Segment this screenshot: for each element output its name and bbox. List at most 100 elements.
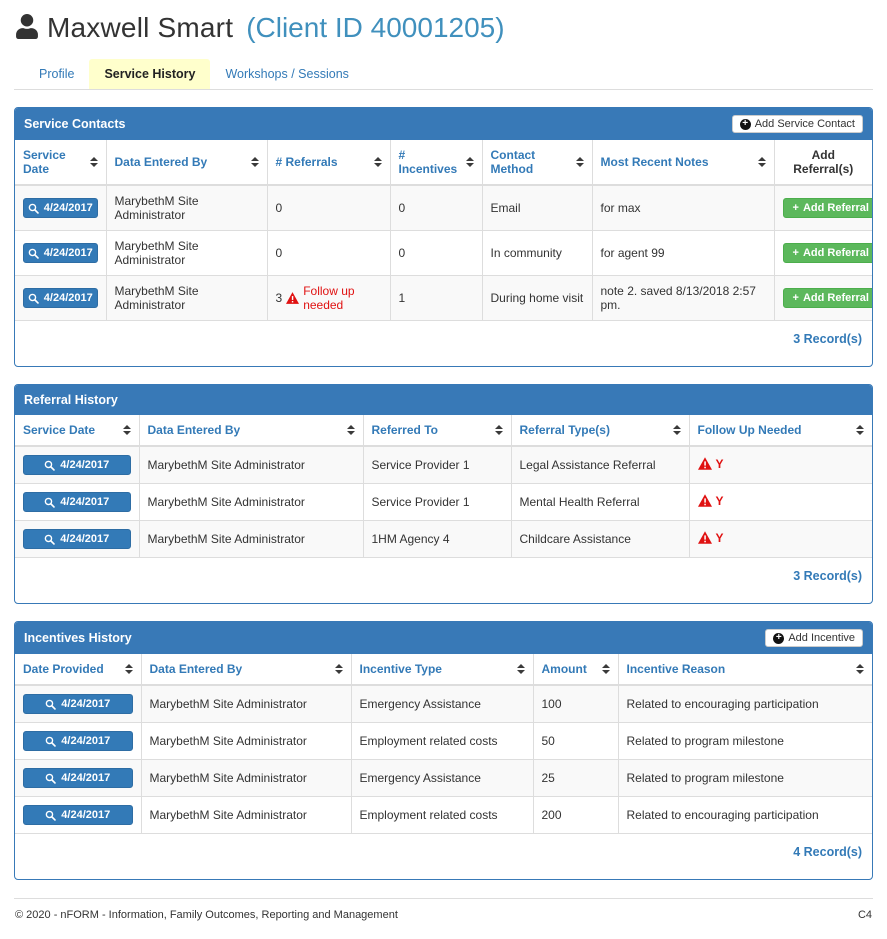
plus-icon: + [792, 247, 799, 259]
follow-up-flag: Y [715, 456, 724, 471]
incentives-history-panel: Incentives History + Add Incentive Date … [14, 621, 873, 880]
sort-icon [575, 157, 584, 167]
copyright-text: © 2020 - nFORM - Information, Family Out… [15, 909, 398, 921]
col-service-date[interactable]: Service Date [15, 415, 140, 447]
add-referral-button[interactable]: + Add Referral [782, 198, 872, 218]
view-incentive-button[interactable]: 4/24/2017 [23, 694, 133, 714]
col-service-date[interactable]: Service Date [15, 140, 107, 186]
cell-amount: 50 [532, 722, 619, 760]
add-service-contact-button[interactable]: + Add Service Contact [731, 115, 863, 133]
col-amount[interactable]: Amount [532, 654, 619, 686]
col-data-entered-by[interactable]: Data Entered By [138, 415, 364, 447]
page-footer: © 2020 - nFORM - Information, Family Out… [14, 899, 873, 939]
tab-profile[interactable]: Profile [39, 67, 75, 81]
cell-contact-method: Email [481, 184, 593, 231]
col-referral-types[interactable]: Referral Type(s) [510, 415, 690, 447]
plus-icon: + [792, 202, 799, 214]
page-code: C4 [857, 909, 872, 921]
magnifier-icon [45, 736, 57, 747]
referral-history-panel: Referral History Service Date Data Enter… [14, 384, 873, 604]
cell-incentives: 1 [389, 275, 483, 321]
col-date-provided[interactable]: Date Provided [15, 654, 142, 686]
col-referred-to[interactable]: Referred To [362, 415, 512, 447]
cell-referral-type: Childcare Assistance [510, 520, 690, 558]
sort-icon [89, 157, 98, 167]
header-row: Service Date Data Entered By # Referrals… [15, 140, 872, 186]
col-num-incentives[interactable]: # Incentives [389, 140, 483, 186]
user-icon [16, 14, 38, 42]
cell-entered-by: MarybethM Site Administrator [140, 684, 352, 723]
col-data-entered-by[interactable]: Data Entered By [140, 654, 352, 686]
table-row: 4/24/2017 MarybethM Site Administrator 3… [15, 275, 872, 321]
view-service-contact-button[interactable]: 4/24/2017 [23, 288, 98, 308]
tab-bar: Profile Service History Workshops / Sess… [14, 59, 873, 90]
col-contact-method[interactable]: Contact Method [481, 140, 593, 186]
view-incentive-button[interactable]: 4/24/2017 [23, 805, 133, 825]
panel-title: Referral History [24, 393, 118, 407]
magnifier-icon [45, 699, 57, 710]
sort-icon [757, 157, 766, 167]
sort-icon [122, 425, 131, 435]
sort-icon [346, 425, 355, 435]
warning-icon [697, 457, 712, 471]
referral-history-table: Service Date Data Entered By Referred To… [15, 415, 872, 594]
sort-icon [856, 425, 864, 435]
header-row: Service Date Data Entered By Referred To… [15, 415, 872, 447]
cell-notes: for max [591, 184, 775, 231]
view-incentive-button[interactable]: 4/24/2017 [23, 768, 133, 788]
cell-contact-method: During home visit [481, 275, 593, 321]
plus-circle-icon: + [739, 118, 751, 130]
col-follow-up-needed[interactable]: Follow Up Needed [688, 415, 872, 447]
tab-workshops-sessions[interactable]: Workshops / Sessions [225, 67, 349, 81]
col-most-recent-notes[interactable]: Most Recent Notes [591, 140, 775, 186]
cell-incentive-reason: Related to program milestone [617, 722, 872, 760]
sort-icon [124, 664, 133, 674]
service-contacts-table: Service Date Data Entered By # Referrals… [15, 140, 872, 357]
col-incentive-reason[interactable]: Incentive Reason [617, 654, 872, 686]
follow-up-warning: Follow up needed [303, 284, 355, 312]
table-row: 4/24/2017 MarybethM Site Administrator S… [15, 445, 872, 484]
plus-circle-icon: + [773, 632, 785, 644]
sort-icon [250, 157, 259, 167]
cell-entered-by: MarybethM Site Administrator [138, 483, 364, 521]
header-row: Date Provided Data Entered By Incentive … [15, 654, 872, 686]
view-service-contact-button[interactable]: 4/24/2017 [23, 198, 98, 218]
panel-title: Incentives History [24, 631, 132, 645]
add-referral-button[interactable]: + Add Referral [782, 288, 872, 308]
cell-entered-by: MarybethM Site Administrator [105, 184, 268, 231]
warning-icon [697, 531, 712, 545]
cell-entered-by: MarybethM Site Administrator [105, 230, 268, 276]
col-incentive-type[interactable]: Incentive Type [350, 654, 534, 686]
record-count: 3 Record(s) [15, 320, 872, 357]
table-row: 4/24/2017 MarybethM Site Administrator 1… [15, 520, 872, 558]
service-contacts-heading: Service Contacts + Add Service Contact [15, 108, 872, 140]
view-referral-button[interactable]: 4/24/2017 [23, 529, 131, 549]
add-referral-button[interactable]: + Add Referral [782, 243, 872, 263]
magnifier-icon [45, 810, 57, 821]
cell-entered-by: MarybethM Site Administrator [140, 796, 352, 834]
tab-service-history[interactable]: Service History [89, 59, 211, 89]
cell-referred-to: Service Provider 1 [362, 483, 512, 521]
cell-referrals: 0 [266, 230, 391, 276]
view-referral-button[interactable]: 4/24/2017 [23, 455, 131, 475]
warning-icon [286, 292, 300, 304]
col-num-referrals[interactable]: # Referrals [266, 140, 391, 186]
cell-incentive-type: Employment related costs [350, 722, 534, 760]
magnifier-icon [28, 203, 39, 214]
add-incentive-button[interactable]: + Add Incentive [765, 629, 863, 647]
view-incentive-button[interactable]: 4/24/2017 [23, 731, 133, 751]
table-row: 4/24/2017 MarybethM Site Administrator 0… [15, 184, 872, 231]
view-referral-button[interactable]: 4/24/2017 [23, 492, 131, 512]
cell-amount: 100 [532, 684, 619, 723]
cell-incentive-reason: Related to encouraging participation [617, 684, 872, 723]
col-data-entered-by[interactable]: Data Entered By [105, 140, 268, 186]
cell-entered-by: MarybethM Site Administrator [138, 445, 364, 484]
cell-referrals: 0 [266, 184, 391, 231]
view-service-contact-button[interactable]: 4/24/2017 [23, 243, 98, 263]
cell-incentives: 0 [389, 184, 483, 231]
table-row: 4/24/2017 MarybethM Site Administrator 0… [15, 230, 872, 276]
plus-icon: + [792, 292, 799, 304]
sort-icon [672, 425, 681, 435]
table-row: 4/24/2017 MarybethM Site Administrator E… [15, 759, 872, 797]
